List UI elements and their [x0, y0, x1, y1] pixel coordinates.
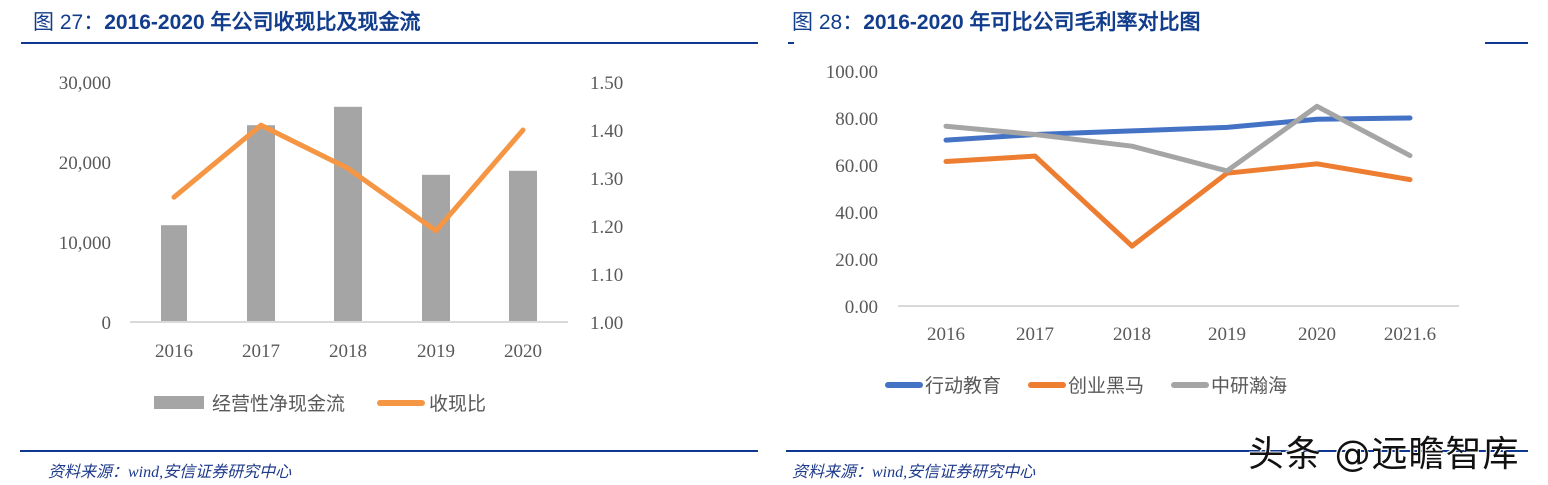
right-axis-tick: 1.30 [590, 169, 623, 190]
figure-28-top-rule-right [1485, 42, 1528, 44]
figure-27-title: 图 27：2016-2020 年公司收现比及现金流 [33, 6, 420, 36]
x-axis-tick: 2021.6 [1384, 324, 1436, 345]
x-axis-tick: 2020 [1298, 324, 1336, 345]
legend-label-xingdong: 行动教育 [925, 375, 1002, 397]
figure-27-title-text: 2016-2020 年公司收现比及现金流 [104, 11, 421, 34]
figure-27-chart: 30,000 20,000 10,000 0 1.50 1.40 1.30 1.20 1.10… [59, 73, 624, 362]
margin-lines [943, 103, 1413, 249]
left-axis-tick: 30,000 [59, 73, 111, 94]
cashflow-bars [161, 106, 537, 322]
right-axis-tick: 1.40 [590, 121, 623, 142]
legend-label-ratio: 收现比 [429, 393, 487, 415]
figure-28-title: 图 28：2016-2020 年可比公司毛利率对比图 [792, 6, 1200, 36]
x-axis-tick: 2018 [329, 341, 367, 362]
right-axis-tick: 1.20 [590, 217, 623, 238]
figure-28-bottom-rule [786, 450, 1528, 452]
cash-ratio-line [171, 122, 526, 234]
y-axis-tick: 40.00 [835, 203, 878, 224]
cashflow-bar [161, 225, 187, 322]
cashflow-bar [509, 170, 537, 322]
legend-label-zhongyan: 中研瀚海 [1211, 375, 1288, 397]
left-axis-tick: 10,000 [59, 233, 111, 254]
y-axis-tick: 20.00 [835, 250, 878, 271]
figure-28-top-rule-left [788, 42, 794, 44]
x-axis-ticks: 2016 2017 2018 2019 2020 [155, 341, 542, 362]
figure-27-source: 资料来源：wind,安信证券研究中心 [48, 464, 292, 481]
figure-27-panel: 图 27：2016-2020 年公司收现比及现金流 30,000 20,000 10… [0, 0, 770, 485]
figure-28-panel: 图 28：2016-2020 年可比公司毛利率对比图 100.00 80.00 60… [770, 0, 1548, 485]
x-axis-tick: 2017 [1016, 324, 1054, 345]
margin-line [943, 103, 1413, 174]
y-axis-tick: 0.00 [845, 297, 878, 318]
legend-line-blue-icon [885, 381, 923, 388]
x-axis-tick: 2019 [1208, 324, 1246, 345]
left-axis-ticks: 30,000 20,000 10,000 0 [59, 73, 111, 334]
figure-28-legend: 行动教育 创业黑马 中研瀚海 [885, 371, 1287, 398]
x-axis-ticks: 2016 2017 2018 2019 2020 2021.6 [927, 324, 1436, 345]
legend-label-heima: 创业黑马 [1068, 375, 1145, 397]
figure-27-label: 图 27： [33, 11, 105, 34]
right-axis-tick: 1.00 [590, 313, 623, 334]
figure-28-label: 图 28： [792, 11, 864, 34]
legend-box-icon [154, 396, 204, 409]
x-axis-tick: 2016 [155, 341, 193, 362]
legend-line-gray-icon [1171, 381, 1210, 388]
left-axis-tick: 0 [102, 313, 112, 334]
y-axis-ticks: 100.00 80.00 60.00 40.00 20.00 0.00 [826, 62, 878, 318]
right-axis-tick: 1.10 [590, 265, 623, 286]
x-axis-tick: 2018 [1113, 324, 1151, 345]
figure-27-top-rule [21, 42, 758, 44]
right-axis-tick: 1.50 [590, 73, 623, 94]
x-axis-tick: 2017 [242, 341, 280, 362]
legend-line-orange-icon [1028, 381, 1067, 388]
cashflow-bar [334, 106, 362, 322]
y-axis-tick: 80.00 [835, 109, 878, 130]
figure-27-bottom-rule [20, 450, 758, 452]
legend-label-cashflow: 经营性净现金流 [212, 393, 346, 415]
cashflow-bar [422, 174, 450, 322]
margin-line [943, 153, 1413, 249]
figure-28-title-text: 2016-2020 年可比公司毛利率对比图 [863, 11, 1201, 34]
figure-28-source: 资料来源：wind,安信证券研究中心 [792, 464, 1036, 481]
watermark: 头条 @远瞻智库 [1248, 434, 1520, 475]
cashflow-bar [247, 125, 275, 322]
y-axis-tick: 100.00 [826, 62, 878, 83]
x-axis-tick: 2019 [417, 341, 455, 362]
x-axis-tick: 2016 [927, 324, 965, 345]
legend-line-icon [377, 399, 426, 406]
left-axis-tick: 20,000 [59, 153, 111, 174]
y-axis-tick: 60.00 [835, 156, 878, 177]
cash-ratio-polyline [171, 122, 526, 234]
right-axis-ticks: 1.50 1.40 1.30 1.20 1.10 1.00 [590, 73, 623, 334]
x-axis-tick: 2020 [504, 341, 542, 362]
figure-27-legend: 经营性净现金流 收现比 [154, 389, 486, 416]
